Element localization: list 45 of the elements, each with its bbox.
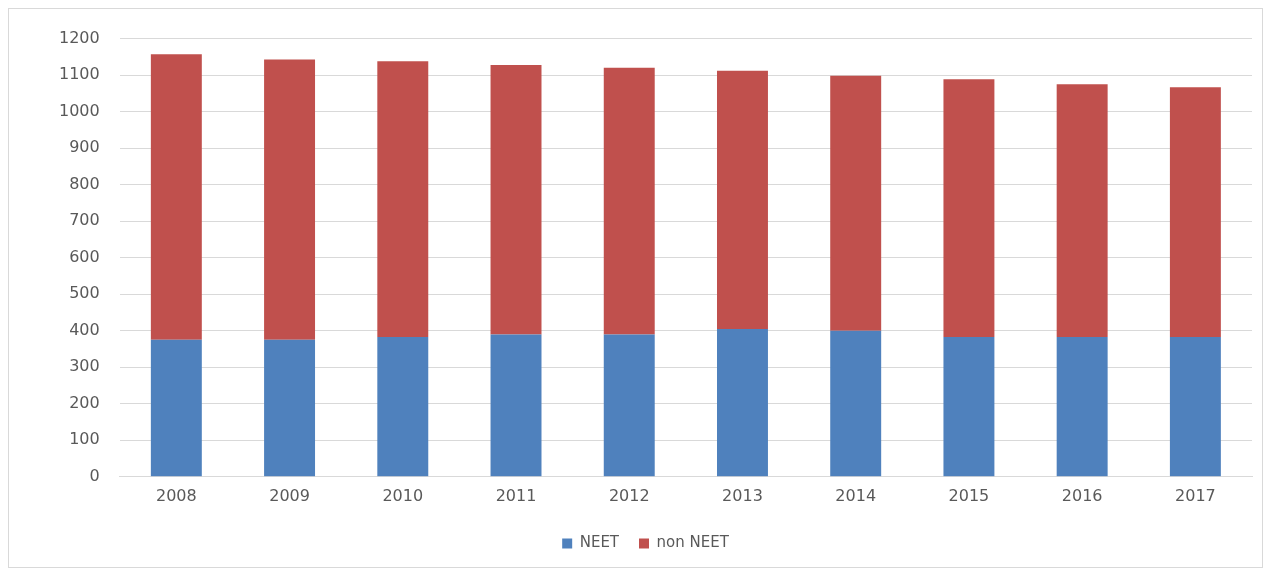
y-tick-label: 600 [69, 246, 100, 266]
legend-label: non NEET [656, 533, 730, 552]
x-tick-label: 2012 [608, 485, 650, 505]
bar [830, 75, 882, 331]
x-tick-label: 2014 [835, 485, 877, 505]
y-tick-label: 1000 [59, 100, 100, 120]
bar [377, 336, 429, 477]
y-tick-label: 300 [69, 356, 100, 376]
bar [717, 70, 768, 329]
bar [1169, 336, 1221, 477]
x-tick-label: 2010 [382, 485, 424, 505]
x-tick-label: 2015 [948, 485, 990, 505]
x-tick-label: 2009 [269, 485, 310, 505]
y-tick-label: 800 [69, 173, 100, 193]
y-tick-label: 400 [69, 319, 100, 339]
y-tick-label: 200 [69, 392, 100, 412]
y-tick-label: 900 [69, 137, 100, 157]
y-tick-label: 500 [69, 283, 100, 303]
bar [490, 64, 542, 335]
y-tick-label: 0 [89, 465, 100, 485]
x-tick-label: 2013 [722, 485, 763, 505]
bar [377, 61, 429, 337]
x-tick-label: 2011 [495, 485, 537, 505]
bar [490, 334, 542, 477]
x-tick-label: 2008 [155, 485, 197, 505]
bar [943, 79, 995, 337]
bar [717, 328, 768, 477]
bar [943, 336, 995, 477]
bar [150, 54, 202, 340]
bar [603, 67, 655, 335]
bar [150, 339, 202, 477]
y-tick-label: 1200 [59, 27, 100, 47]
x-tick-label: 2017 [1175, 485, 1216, 505]
bar [1056, 84, 1108, 337]
legend-label: NEET [579, 533, 620, 552]
y-tick-label: 100 [69, 429, 100, 449]
bar [264, 339, 316, 477]
bar [603, 334, 655, 477]
y-tick-label: 700 [69, 210, 100, 230]
bar [264, 59, 316, 340]
y-tick-label: 1100 [59, 64, 100, 84]
bar [830, 330, 882, 477]
bar [1169, 87, 1221, 337]
bar [1056, 336, 1108, 477]
x-tick-label: 2016 [1061, 485, 1103, 505]
